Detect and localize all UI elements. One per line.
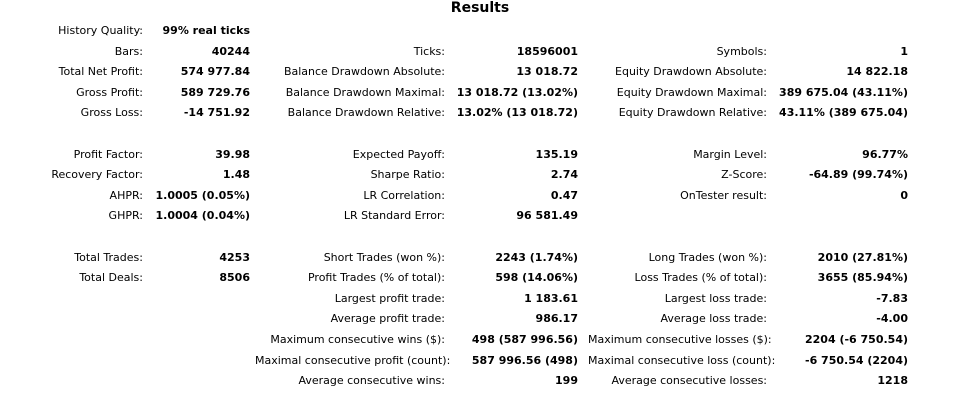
metric-value: 1 183.61 <box>524 291 578 305</box>
metric-value: 1.0004 (0.04%) <box>155 209 251 223</box>
results-row: Average consecutive wins: 199 Average cons… <box>0 370 960 391</box>
metric-value: 39.98 <box>215 147 250 161</box>
results-row: Bars: 40244 Ticks: 18596001 Symbols: 1 <box>0 41 960 62</box>
metric-value: 1.48 <box>222 168 250 182</box>
metric-value: 43.11% (389 675.04) <box>779 106 908 120</box>
metric-value: 2204 (-6 750.54) <box>805 333 908 346</box>
metric-label: Total Deals: <box>79 271 143 285</box>
metric-label: Balance Drawdown Maximal: <box>285 85 445 99</box>
results-row: Largest profit trade: 1 183.61 Largest los… <box>0 288 960 309</box>
metric-label: GHPR: <box>108 209 143 223</box>
metric-label: Short Trades (won %): <box>323 250 445 264</box>
metric-label: AHPR: <box>109 188 143 202</box>
metric-label: Equity Drawdown Maximal: <box>616 85 767 99</box>
results-row: Average profit trade: 986.17 Average loss … <box>0 308 960 329</box>
results-row: Total Deals: 8506 Profit Trades (% of tota… <box>0 267 960 288</box>
metric-value: 3655 (85.94%) <box>817 271 908 285</box>
metric-value: 574 977.84 <box>180 65 250 79</box>
metric-label: Long Trades (won %): <box>648 250 767 264</box>
metric-label: Profit Trades (% of total): <box>307 271 445 285</box>
results-row: Total Trades: 4253 Short Trades (won %): 22… <box>0 247 960 268</box>
metric-label: Z-Score: <box>721 168 767 182</box>
metric-label: Gross Loss: <box>80 106 143 120</box>
metric-label: Profit Factor: <box>73 147 143 161</box>
metric-label: Average consecutive wins: <box>298 374 445 388</box>
metric-label: Total Trades: <box>74 250 143 264</box>
metric-label: Recovery Factor: <box>51 168 143 182</box>
metric-label: OnTester result: <box>680 188 767 202</box>
metric-value: 598 (14.06%) <box>495 271 578 285</box>
metric-value: 199 <box>555 374 578 388</box>
metric-value: 2010 (27.81%) <box>817 250 908 264</box>
metric-label: Gross Profit: <box>76 85 143 99</box>
metric-value: 2.74 <box>550 168 578 182</box>
metric-label: Ticks: <box>413 44 445 58</box>
results-row: Gross Loss: -14 751.92 Balance Drawdown Re… <box>0 102 960 123</box>
metric-value: -4.00 <box>876 312 908 326</box>
metric-label: Total Net Profit: <box>58 65 143 79</box>
results-row: AHPR: 1.0005 (0.05%) LR Correlation: 0.47 On… <box>0 185 960 206</box>
metric-value: 4253 <box>219 250 250 264</box>
metric-value: 13 018.72 <box>516 65 578 79</box>
metric-label: Maximal consecutive profit (count): <box>255 353 451 367</box>
results-row: Maximum consecutive wins ($): 498 (587 99… <box>0 329 960 350</box>
metric-value: 14 822.18 <box>846 65 908 79</box>
metric-value: 96.77% <box>862 147 908 161</box>
metric-label: Equity Drawdown Absolute: <box>615 65 767 79</box>
metric-value: 498 (587 996.56) <box>471 333 578 346</box>
metric-value: -6 750.54 (2204) <box>805 353 908 367</box>
metric-value: 13.02% (13 018.72) <box>456 106 578 120</box>
metric-value: 0 <box>900 188 908 202</box>
metric-label: Margin Level: <box>693 147 767 161</box>
metric-value: 135.19 <box>535 147 578 161</box>
metric-label: LR Correlation: <box>363 188 445 202</box>
metric-value: 1 <box>900 44 908 58</box>
results-row: Recovery Factor: 1.48 Sharpe Ratio: 2.74 Z-S… <box>0 164 960 185</box>
metric-value: 1.0005 (0.05%) <box>155 188 251 202</box>
results-row <box>0 123 960 144</box>
metric-value: 986.17 <box>535 312 578 326</box>
metric-label: LR Standard Error: <box>343 209 445 223</box>
metric-label: Balance Drawdown Absolute: <box>283 65 445 79</box>
metric-label: Symbols: <box>716 44 767 58</box>
metric-label: Bars: <box>114 44 143 58</box>
metric-value: 8506 <box>219 271 250 285</box>
metric-value: 389 675.04 (43.11%) <box>779 85 908 99</box>
metric-label: History Quality: <box>58 24 143 37</box>
metric-value: -14 751.92 <box>183 106 250 120</box>
metric-label: Average profit trade: <box>330 312 445 326</box>
metric-value: -64.89 (99.74%) <box>808 168 908 182</box>
metric-label: Average consecutive losses: <box>611 374 767 388</box>
results-row: Profit Factor: 39.98 Expected Payoff: 135.1… <box>0 144 960 165</box>
metric-label: Maximal consecutive loss (count): <box>588 353 776 367</box>
metric-label: Expected Payoff: <box>352 147 445 161</box>
results-row: History Quality: 99% real ticks <box>0 20 960 41</box>
metric-label: Largest profit trade: <box>334 291 445 305</box>
results-row <box>0 226 960 247</box>
metric-value: 99% real ticks <box>162 24 250 37</box>
metric-value: 589 729.76 <box>180 85 250 99</box>
results-title: Results <box>450 0 510 16</box>
metric-value: 18596001 <box>516 44 578 58</box>
results-row: Maximal consecutive profit (count): 587 9… <box>0 350 960 371</box>
results-row: Total Net Profit: 574 977.84 Balance Drawd… <box>0 61 960 82</box>
metric-value: 40244 <box>211 44 250 58</box>
metric-label: Balance Drawdown Relative: <box>287 106 445 120</box>
metric-label: Largest loss trade: <box>664 291 767 305</box>
results-row: Gross Profit: 589 729.76 Balance Drawdown … <box>0 82 960 103</box>
metric-value: 1218 <box>877 374 908 388</box>
metric-label: Maximum consecutive losses ($): <box>588 333 772 346</box>
results-row: GHPR: 1.0004 (0.04%) LR Standard Error: 96 … <box>0 205 960 226</box>
metric-value: 587 996.56 (498) <box>471 353 578 367</box>
metric-label: Equity Drawdown Relative: <box>618 106 767 120</box>
metric-label: Loss Trades (% of total): <box>634 271 767 285</box>
metric-value: 2243 (1.74%) <box>495 250 578 264</box>
metric-label: Average loss trade: <box>660 312 767 326</box>
metric-value: -7.83 <box>876 291 908 305</box>
metric-label: Maximum consecutive wins ($): <box>270 333 445 346</box>
metric-label: Sharpe Ratio: <box>370 168 445 182</box>
metric-value: 13 018.72 (13.02%) <box>456 85 578 99</box>
metric-value: 0.47 <box>550 188 578 202</box>
metric-value: 96 581.49 <box>516 209 578 223</box>
